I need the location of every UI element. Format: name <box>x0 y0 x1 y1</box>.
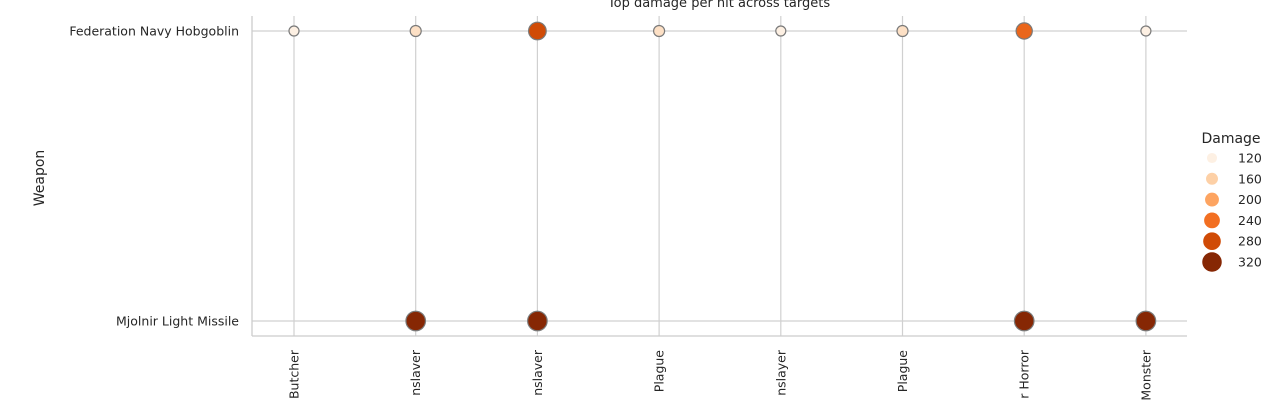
y-axis-label: Weapon <box>32 150 48 207</box>
legend-marker <box>1204 212 1220 229</box>
x-tick-label: nslaver <box>408 349 423 396</box>
x-tick-label: Plague <box>652 350 667 393</box>
data-point <box>652 24 666 38</box>
x-tick-label: Plague <box>895 350 910 393</box>
grid-lines <box>252 16 1187 336</box>
data-point <box>527 310 548 332</box>
x-tick-label: Monster <box>1138 349 1153 400</box>
data-point <box>405 310 427 332</box>
chart-title: Top damage per hit across targets <box>607 0 830 11</box>
x-tick-label: r Horror <box>1017 349 1032 399</box>
data-point <box>527 21 547 41</box>
data-point <box>1135 310 1157 332</box>
legend-marker <box>1202 252 1222 272</box>
x-tick-label: nslaver <box>530 349 545 396</box>
data-point <box>288 25 300 37</box>
data-point <box>775 25 787 37</box>
axes <box>251 16 1187 337</box>
x-tick-label: nslayer <box>773 349 788 396</box>
tick-labels: Federation Navy Hobgoblin Mjolnir Light M… <box>69 24 1153 401</box>
data-point <box>1015 22 1033 40</box>
legend-title: Damage <box>1201 131 1260 147</box>
legend-label: 160 <box>1238 171 1262 186</box>
x-tick-label: Butcher <box>287 349 302 399</box>
data-point <box>1140 25 1152 37</box>
legend-label: 240 <box>1238 213 1262 228</box>
legend: Damage 120 160 200 240 280 320 <box>1201 131 1262 272</box>
y-tick-label: Federation Navy Hobgoblin <box>69 24 239 39</box>
legend-label: 320 <box>1238 255 1262 270</box>
data-point <box>1013 310 1035 332</box>
data-points <box>288 21 1157 332</box>
legend-label: 200 <box>1238 192 1262 207</box>
legend-label: 120 <box>1238 151 1262 166</box>
legend-marker <box>1206 172 1218 185</box>
legend-marker <box>1203 232 1221 251</box>
legend-label: 280 <box>1238 234 1262 249</box>
legend-marker <box>1205 192 1219 207</box>
legend-marker <box>1206 152 1218 164</box>
y-tick-label: Mjolnir Light Missile <box>116 314 239 329</box>
data-point <box>409 24 422 38</box>
data-point <box>896 24 909 38</box>
